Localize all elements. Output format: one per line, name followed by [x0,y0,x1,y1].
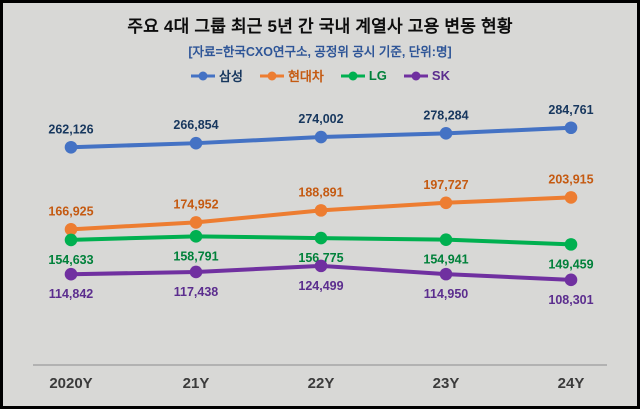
x-axis-label: 2020Y [49,375,92,392]
legend-label: LG [368,68,387,83]
legend-item-현대차: 현대차 [259,66,324,85]
value-label-SK: 114,950 [424,287,469,301]
x-axis-label: 23Y [433,375,460,392]
chart-subtitle: [자료=한국CXO연구소, 공정위 공시 기준, 단위:명] [188,45,452,59]
data-point-삼성 [564,121,578,135]
value-label-삼성: 274,002 [298,112,343,126]
data-point-LG [64,233,78,247]
data-point-LG [439,233,453,246]
value-label-SK: 117,438 [174,285,219,299]
legend-marker-icon [191,71,216,80]
legend-item-SK: SK [403,68,450,83]
x-axis-label: 22Y [308,375,335,392]
value-label-LG: 154,941 [423,253,468,267]
data-point-삼성 [64,140,78,154]
legend-marker-icon [340,71,365,80]
data-point-현대차 [189,216,203,229]
legend-label: 현대차 [287,69,324,84]
data-point-SK [64,267,78,281]
value-label-LG: 154,633 [48,253,93,267]
value-label-현대차: 188,891 [298,185,343,199]
data-point-SK [189,265,203,279]
legend-label: SK [431,68,450,83]
legend-item-LG: LG [340,68,387,83]
value-label-SK: 124,499 [298,279,343,293]
data-point-현대차 [64,223,78,236]
value-label-LG: 149,459 [548,257,593,271]
value-label-LG: 156,775 [298,251,343,265]
data-point-현대차 [314,204,328,217]
data-point-SK [314,259,328,273]
value-label-삼성: 284,761 [548,103,593,117]
legend-marker-icon [259,71,284,80]
data-point-SK [439,267,453,281]
data-point-현대차 [564,191,578,204]
legend-label: 삼성 [219,69,243,84]
value-label-현대차: 197,727 [423,178,468,192]
legend-marker-icon [403,71,428,80]
data-point-삼성 [314,130,328,144]
data-point-현대차 [439,196,453,210]
value-label-현대차: 166,925 [48,204,93,218]
data-point-LG [564,238,578,251]
chart-title: 주요 4대 그룹 최근 5년 간 국내 계열사 고용 변동 현황 [127,17,513,36]
value-label-삼성: 262,126 [48,122,93,136]
data-point-SK [564,273,578,287]
x-axis-label: 24Y [558,375,585,392]
value-label-LG: 158,791 [173,249,218,263]
data-point-삼성 [439,127,453,140]
chart-legend: 삼성 현대차 LG SK [3,66,637,85]
data-point-LG [189,230,203,243]
value-label-SK: 108,301 [548,293,593,307]
value-label-SK: 114,842 [49,287,94,301]
employment-line-chart: 2020Y 21Y 22Y 23Y 24Y 262,126 266,854 274,002 27… [33,103,607,392]
value-label-삼성: 266,854 [173,118,218,132]
value-label-현대차: 174,952 [173,197,218,211]
data-point-삼성 [189,136,203,150]
value-label-현대차: 203,915 [548,172,593,186]
data-point-LG [314,231,328,245]
x-axis-label: 21Y [183,375,210,392]
legend-item-삼성: 삼성 [190,66,243,85]
value-label-삼성: 278,284 [423,108,468,122]
